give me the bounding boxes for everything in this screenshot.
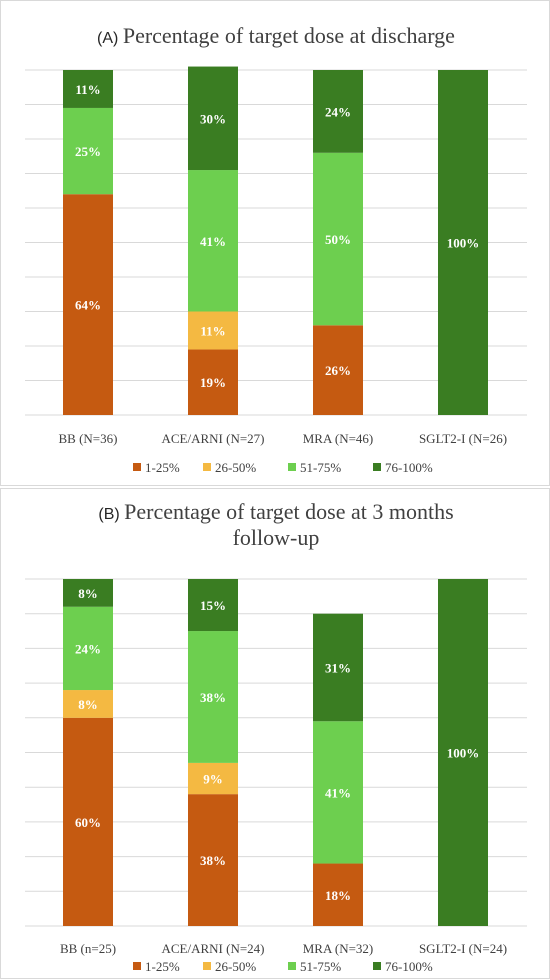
legend-label: 1-25% [145,959,180,974]
data-label: 60% [75,815,101,830]
data-label: 100% [447,746,480,761]
bar-segment [313,613,363,722]
data-label: 24% [75,641,101,656]
data-label: 25% [75,144,101,159]
bar-segment [313,70,363,153]
bar-segment [188,311,238,350]
data-label: 9% [203,772,223,787]
data-label: 11% [75,82,100,97]
data-label: 30% [200,111,226,126]
data-label: 11% [200,323,225,338]
chart-title-text: Percentage of target dose at discharge [123,23,455,48]
bar-segment [63,107,113,195]
chart-title-text: follow-up [233,525,320,550]
data-label: 41% [200,234,226,249]
legend-label: 26-50% [215,460,256,475]
bar-segment [63,717,113,926]
chart-panel-b: (B) Percentage of target dose at 3 month… [0,488,550,979]
legend-swatch [373,962,381,970]
data-label: 41% [325,785,351,800]
chart-title-line: follow-up [233,525,320,550]
legend-label: 76-100% [385,460,433,475]
legend-swatch [203,463,211,471]
x-tick-label: BB (N=36) [59,431,118,446]
bar-segment [313,152,363,326]
data-label: 31% [325,660,351,675]
chart-a-svg: (A) Percentage of target dose at dischar… [25,23,527,475]
bar-segment [63,70,113,108]
x-tick-label: BB (n=25) [60,941,116,956]
legend-label: 1-25% [145,460,180,475]
chart-title-line: (B) Percentage of target dose at 3 month… [98,499,453,524]
legend-swatch [133,962,141,970]
legend-label: 26-50% [215,959,256,974]
x-tick-label: ACE/ARNI (N=24) [161,941,264,956]
data-label: 18% [325,888,351,903]
bar-segment [63,606,113,691]
x-tick-label: ACE/ARNI (N=27) [161,431,264,446]
bar-segment [63,579,113,607]
legend-swatch [288,463,296,471]
data-label: 64% [75,298,101,313]
bar-segment [188,349,238,415]
x-tick-label: MRA (N=46) [303,431,374,446]
data-label: 8% [78,697,98,712]
bar-segment [313,721,363,864]
bar-segment [188,170,238,312]
legend-swatch [288,962,296,970]
data-label: 38% [200,690,226,705]
data-label: 100% [447,236,480,251]
x-tick-label: SGLT2-I (N=24) [419,941,507,956]
bar-segment [313,863,363,926]
bar-segment [438,70,488,415]
legend-label: 51-75% [300,460,341,475]
legend-swatch [373,463,381,471]
bar-segment [63,194,113,415]
bar-segment [188,631,238,763]
panel-letter: (A) [97,30,123,47]
data-label: 24% [325,104,351,119]
x-tick-label: MRA (N=32) [303,941,374,956]
bar-segment [188,762,238,795]
legend-label: 76-100% [385,959,433,974]
chart-title-line: (A) Percentage of target dose at dischar… [97,23,455,48]
legend-swatch [203,962,211,970]
data-label: 8% [78,586,98,601]
bar-segment [188,794,238,926]
bar-segment [313,325,363,415]
chart-panel-a: (A) Percentage of target dose at dischar… [0,0,550,486]
bar-segment [438,579,488,926]
bar-segment [63,690,113,718]
data-label: 26% [325,363,351,378]
panel-letter: (B) [98,506,124,523]
chart-b-svg: (B) Percentage of target dose at 3 month… [25,499,527,974]
bar-segment [188,66,238,171]
legend-label: 51-75% [300,959,341,974]
data-label: 38% [200,853,226,868]
data-label: 50% [325,232,351,247]
data-label: 15% [200,598,226,613]
x-tick-label: SGLT2-I (N=26) [419,431,507,446]
legend-swatch [133,463,141,471]
bar-segment [188,579,238,632]
data-label: 19% [200,375,226,390]
chart-title-text: Percentage of target dose at 3 months [124,499,454,524]
